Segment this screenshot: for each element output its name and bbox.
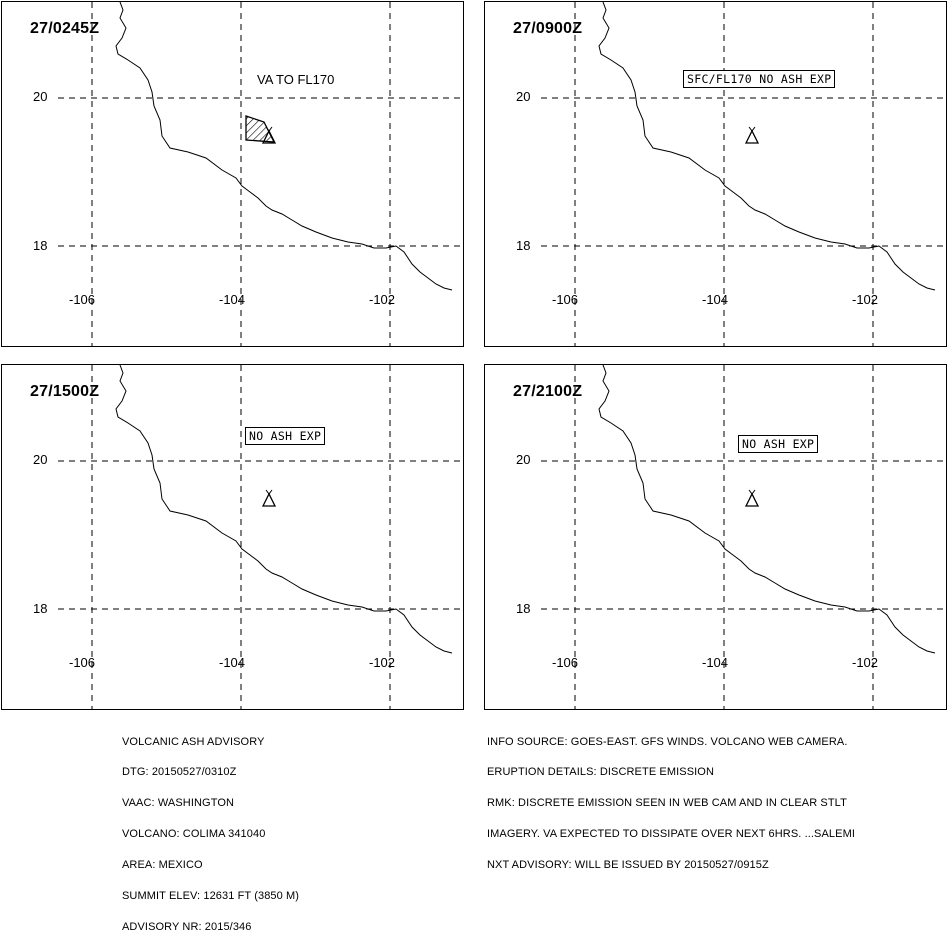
panel-time: 27/0245Z [30,20,100,37]
lon-label-102: -102 [369,655,396,670]
advisory-summit: SUMMIT ELEV: 12631 FT (3850 M) [122,890,300,903]
advisory-dtg: DTG: 20150527/0310Z [122,766,237,779]
lon-label-104: -104 [702,292,729,307]
lat-label-18: 18 [33,601,48,616]
advisory-details-block: INFO SOURCE: GOES-EAST. GFS WINDS. VOLCA… [487,716,855,881]
map-canvas [58,2,463,346]
lat-label-20: 20 [33,452,48,467]
lat-label-20: 20 [33,89,48,104]
lon-label-104: -104 [702,655,729,670]
forecast-panel-0245z: 27/0245Z 20 18 -106 -104 -102 VA TO FL17… [1,1,464,347]
coastline [598,2,936,291]
panel-time: 27/1500Z [30,383,100,400]
remarks-line-2: IMAGERY. VA EXPECTED TO DISSIPATE OVER N… [487,828,855,841]
lon-label-102: -102 [852,655,879,670]
advisory-title: VOLCANIC ASH ADVISORY [122,735,265,748]
lon-label-102: -102 [369,292,396,307]
lon-label-106: -106 [69,655,96,670]
advisory-number: ADVISORY NR: 2015/346 [122,920,252,933]
no-ash-box: SFC/FL170 NO ASH EXP [683,70,836,88]
advisory-vaac: VAAC: WASHINGTON [122,797,235,810]
forecast-panel-1500z: 27/1500Z 20 18 -106 -104 -102 NO ASH EXP [1,364,464,710]
lat-label-18: 18 [516,238,531,253]
map-canvas [541,2,946,346]
lon-label-106: -106 [552,655,579,670]
lat-label-20: 20 [516,452,531,467]
info-source: INFO SOURCE: GOES-EAST. GFS WINDS. VOLCA… [487,735,848,748]
lat-label-20: 20 [516,89,531,104]
next-advisory: NXT ADVISORY: WILL BE ISSUED BY 20150527… [487,859,769,872]
eruption-details: ERUPTION DETAILS: DISCRETE EMISSION [487,766,714,779]
map-canvas [541,365,946,709]
coastline [115,365,453,654]
panel-time: 27/2100Z [513,383,583,400]
advisory-volcano: VOLCANO: COLIMA 341040 [122,828,266,841]
lon-label-106: -106 [552,292,579,307]
lat-label-18: 18 [516,601,531,616]
lat-label-18: 18 [33,238,48,253]
ash-level-label: VA TO FL170 [257,72,335,87]
lon-label-102: -102 [852,292,879,307]
map-canvas [58,365,463,709]
lon-label-106: -106 [69,292,96,307]
advisory-header-block: VOLCANIC ASH ADVISORY DTG: 20150527/0310… [122,716,299,943]
remarks-line-1: RMK: DISCRETE EMISSION SEEN IN WEB CAM A… [487,797,847,810]
lon-label-104: -104 [219,655,246,670]
volcano-triangle-icon [261,489,277,507]
panel-time: 27/0900Z [513,20,583,37]
lon-label-104: -104 [219,292,246,307]
coastline [115,2,453,291]
no-ash-box: NO ASH EXP [245,427,326,445]
forecast-panel-0900z: 27/0900Z 20 18 -106 -104 -102 SFC/FL170 … [484,1,947,347]
coastline [598,365,936,654]
volcano-triangle-icon [744,126,760,144]
volcano-triangle-icon [744,489,760,507]
ash-cloud-area [245,115,276,143]
advisory-area: AREA: MEXICO [122,859,203,872]
forecast-panel-2100z: 27/2100Z 20 18 -106 -104 -102 NO ASH EXP [484,364,947,710]
no-ash-box: NO ASH EXP [738,435,819,453]
